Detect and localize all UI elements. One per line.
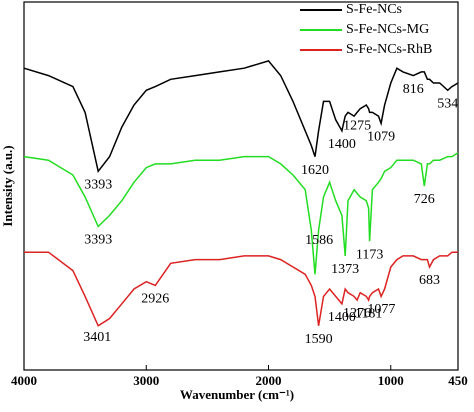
- peak-label: 1181: [355, 306, 382, 321]
- legend-label: S-Fe-NCs: [346, 2, 402, 17]
- peak-label: 1586: [305, 233, 333, 248]
- peak-label: 1590: [305, 332, 333, 347]
- plot-frame: [23, 1, 459, 371]
- peak-label: 683: [419, 273, 440, 288]
- peak-label: 3401: [83, 330, 111, 345]
- peak-label: 534: [437, 97, 458, 112]
- peak-label: 3393: [84, 177, 112, 192]
- peak-label: 726: [414, 192, 435, 207]
- spectrum-line: [23, 60, 459, 174]
- peak-label: 1373: [331, 262, 359, 277]
- y-axis-label: Intensity (a.u.): [0, 145, 15, 226]
- x-tick-label: 1000: [378, 373, 404, 388]
- legend-label: S-Fe-NCs-RhB: [346, 42, 432, 57]
- peak-label: 1275: [343, 119, 371, 134]
- peak-label: 1400: [328, 137, 356, 152]
- spectrum-line: [23, 152, 459, 275]
- peak-label: 1077: [367, 302, 395, 317]
- peak-label: 3393: [84, 233, 112, 248]
- peak-label: 1079: [367, 130, 395, 145]
- spectrum-line: [24, 251, 458, 327]
- x-tick-label: 3000: [133, 373, 159, 388]
- legend-label: S-Fe-NCs-MG: [346, 22, 429, 37]
- peak-label: 1276: [343, 306, 371, 321]
- peak-label: 2926: [141, 292, 169, 307]
- x-tick-label: 4000: [11, 373, 37, 388]
- x-axis-label: Wavenumber (cm⁻¹): [180, 387, 294, 402]
- peak-label: 1620: [301, 163, 329, 178]
- peak-label: 1173: [356, 247, 383, 262]
- peak-label: 1400: [328, 310, 356, 325]
- peak-label: 816: [403, 82, 424, 97]
- x-tick-label: 450: [448, 373, 468, 388]
- x-tick-label: 2000: [256, 373, 282, 388]
